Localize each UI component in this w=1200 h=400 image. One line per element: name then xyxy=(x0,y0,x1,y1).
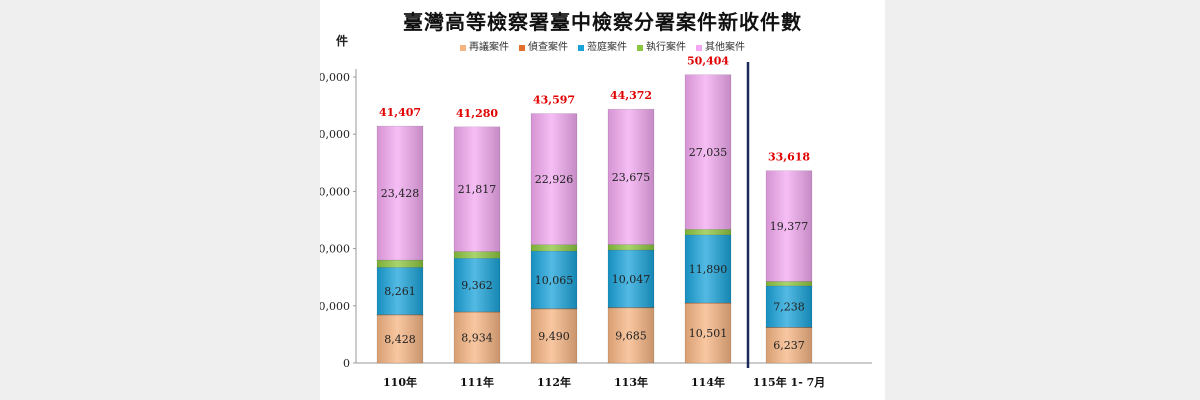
stacked-bar-chart: 0 10,000 20,000 30,000 40,000 50,000 8,428 8,26… xyxy=(320,55,872,389)
bar-segment xyxy=(530,308,578,364)
bar-total-label: 41,280 xyxy=(456,107,498,120)
bar-segment xyxy=(453,126,501,252)
x-category-label: 114年 xyxy=(691,375,725,389)
chart-canvas: 臺灣高等檢察署臺中檢察分署案件新收件數 件 再議案件 偵查案件 蒞庭案件 執行案件 其他… xyxy=(320,0,885,400)
bar-segment xyxy=(607,307,655,364)
bar-total-label: 50,404 xyxy=(687,55,729,68)
bar-segment-label: 10,065 xyxy=(535,274,574,287)
legend-label: 執行案件 xyxy=(646,42,686,53)
bar-segment xyxy=(530,250,578,309)
y-axis-unit: 件 xyxy=(336,34,349,48)
legend-swatch xyxy=(519,44,525,51)
y-tick-label: 50,000 xyxy=(320,71,350,84)
bar-segment xyxy=(376,314,424,364)
bar-segment xyxy=(530,244,578,252)
bar-segment-label: 22,926 xyxy=(535,173,574,186)
bar-total-label: 44,372 xyxy=(610,89,652,102)
legend-swatch xyxy=(696,44,702,51)
bar-segment-label: 23,428 xyxy=(381,187,420,200)
bar-segment xyxy=(376,267,424,315)
bar-segment-label: 11,890 xyxy=(689,263,728,276)
bar-segment-label: 6,237 xyxy=(773,339,805,352)
legend-swatch xyxy=(460,44,466,51)
bar-segment-label: 7,238 xyxy=(773,301,805,314)
legend-label: 再議案件 xyxy=(469,42,509,53)
bar-segment-label: 9,490 xyxy=(538,330,570,343)
bar-segment-label: 27,035 xyxy=(689,146,728,159)
legend-item: 執行案件 xyxy=(637,38,686,53)
legend-label: 其他案件 xyxy=(705,42,745,53)
legend-item: 蒞庭案件 xyxy=(578,38,627,53)
y-tick-label: 40,000 xyxy=(320,128,350,141)
bar-segment xyxy=(607,249,655,308)
y-tick-label: 20,000 xyxy=(320,243,350,256)
bar-segment xyxy=(684,229,732,236)
bar-segment-label: 21,817 xyxy=(458,183,497,196)
bar-total-label: 43,597 xyxy=(533,94,575,107)
bar-segment xyxy=(765,285,813,328)
x-category-label: 110年 xyxy=(383,375,417,389)
bar-segment xyxy=(376,125,424,261)
x-category-label: 112年 xyxy=(537,375,571,389)
bar-segment xyxy=(607,108,655,245)
bar-segment-label: 8,934 xyxy=(461,331,493,344)
bar-total-label: 41,407 xyxy=(379,106,421,119)
bar-segment xyxy=(765,170,813,282)
bar-segment xyxy=(453,257,501,313)
bar-segment-label: 9,362 xyxy=(461,279,493,292)
legend-item: 再議案件 xyxy=(460,38,509,53)
bar-segment xyxy=(765,327,813,364)
x-category-label: 111年 xyxy=(460,375,494,389)
x-category-label: 113年 xyxy=(614,375,648,389)
bar-segment-label: 19,377 xyxy=(770,220,809,233)
x-category-label: 115年 1- 7月 xyxy=(753,375,826,389)
legend-item: 其他案件 xyxy=(696,38,745,53)
chart-legend: 再議案件 偵查案件 蒞庭案件 執行案件 其他案件 xyxy=(320,38,885,53)
y-tick-label: 30,000 xyxy=(320,185,350,198)
legend-swatch xyxy=(578,44,584,51)
bar-segment-label: 10,501 xyxy=(689,327,728,340)
legend-label: 蒞庭案件 xyxy=(587,42,627,53)
bar-segment-label: 10,047 xyxy=(612,273,651,286)
bar-segment xyxy=(453,311,501,364)
chart-title: 臺灣高等檢察署臺中檢察分署案件新收件數 xyxy=(403,10,802,34)
bar-segment xyxy=(607,244,655,251)
bar-segment-label: 8,428 xyxy=(384,333,416,346)
bar-segment-label: 8,261 xyxy=(384,285,416,298)
legend-item: 偵查案件 xyxy=(519,38,568,53)
bar-segment xyxy=(684,302,732,364)
bar-segment-label: 9,685 xyxy=(615,329,647,342)
bar-segment xyxy=(376,259,424,268)
bar-segment xyxy=(530,113,578,245)
bar-segment xyxy=(684,74,732,230)
y-tick-label: 0 xyxy=(343,357,350,370)
bar-total-label: 33,618 xyxy=(768,151,810,164)
bar-segment xyxy=(684,234,732,304)
bar-segment xyxy=(765,281,813,287)
bar-segment-label: 23,675 xyxy=(612,171,651,184)
legend-label: 偵查案件 xyxy=(528,42,568,53)
y-tick-label: 10,000 xyxy=(320,300,350,313)
bar-segment xyxy=(453,251,501,259)
legend-swatch xyxy=(637,44,643,51)
